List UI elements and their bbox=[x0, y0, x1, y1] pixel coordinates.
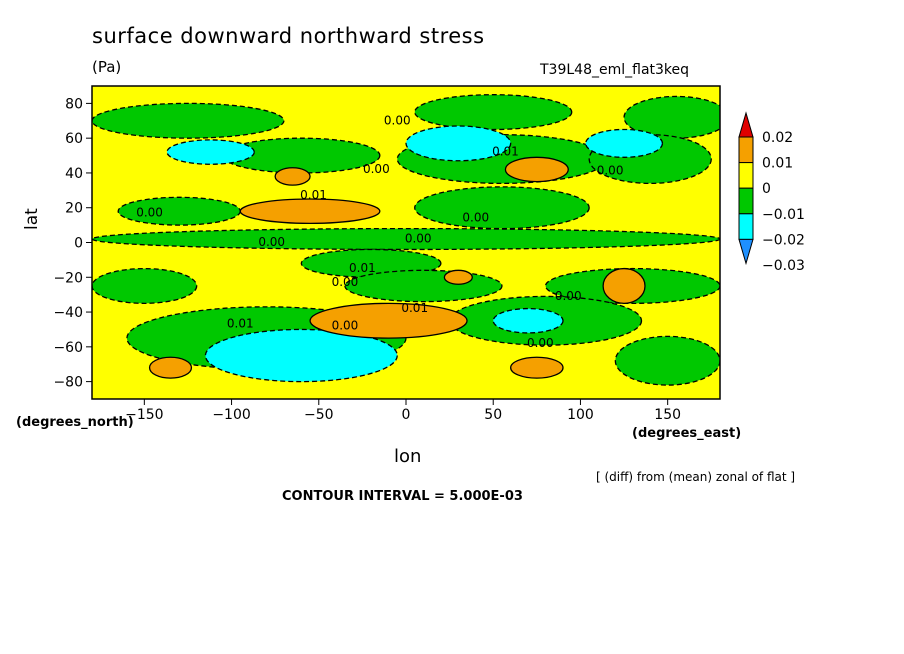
contour-region-27 bbox=[148, 356, 193, 379]
colorbar-label-1: 0.01 bbox=[762, 156, 793, 172]
contour-region-15 bbox=[614, 335, 720, 386]
contour-region-0 bbox=[92, 102, 285, 139]
y-axis-label: lat bbox=[22, 208, 42, 230]
y-units-label: (degrees_north) bbox=[16, 415, 134, 430]
colorbar-box-3 bbox=[738, 213, 754, 240]
x-axis-label: lon bbox=[394, 446, 422, 467]
contour-label-1: 0.01 bbox=[492, 145, 519, 159]
x-tick-label-4: 50 bbox=[484, 407, 502, 423]
units-label: (Pa) bbox=[92, 58, 122, 76]
contour-region-19 bbox=[204, 328, 398, 383]
y-tick-label-3: 20 bbox=[65, 201, 83, 217]
contour-region-12 bbox=[92, 267, 198, 305]
contour-label-5: 0.00 bbox=[136, 205, 163, 219]
contour-region-7 bbox=[414, 186, 590, 230]
contour-label-3: 0.00 bbox=[597, 164, 624, 178]
colorbar-bottom-arrow bbox=[738, 238, 754, 266]
y-tick-label-7: −60 bbox=[53, 340, 83, 356]
contour-region-28 bbox=[510, 356, 564, 379]
contour-region-17 bbox=[405, 125, 512, 162]
contour-region-8 bbox=[92, 227, 720, 251]
y-tick-label-0: 80 bbox=[65, 96, 83, 112]
chart-title: surface downward northward stress bbox=[92, 24, 485, 48]
contour-field: 0.000.010.00 0.000.010.00 0.000.00 0.000.01… bbox=[92, 86, 720, 399]
contour-label-15: 0.00 bbox=[527, 336, 554, 350]
colorbar-label-2: 0 bbox=[762, 181, 771, 197]
contour-region-16 bbox=[166, 139, 255, 165]
x-tick-label-0: −150 bbox=[125, 407, 163, 423]
colorbar-box-1 bbox=[738, 162, 754, 189]
contour-label-4: 0.01 bbox=[300, 188, 327, 202]
contour-label-13: 0.01 bbox=[227, 317, 254, 331]
y-tick-label-4: 0 bbox=[74, 236, 83, 252]
contour-region-25 bbox=[602, 267, 646, 305]
x-tick-label-1: −100 bbox=[212, 407, 250, 423]
contour-region-22 bbox=[504, 156, 569, 183]
contour-region-26 bbox=[309, 302, 468, 339]
contour-region-24 bbox=[443, 269, 473, 285]
run-label: T39L48_eml_flat3keq bbox=[540, 62, 690, 78]
y-tick-label-5: −20 bbox=[53, 270, 83, 286]
colorbar-label-5: −0.03 bbox=[762, 258, 805, 274]
x-tick-label-2: −50 bbox=[304, 407, 334, 423]
y-tick-label-8: −80 bbox=[53, 375, 83, 391]
y-tick-label-6: −40 bbox=[53, 305, 83, 321]
diff-note: [ (diff) from (mean) zonal of flat ] bbox=[596, 470, 796, 484]
contour-label-7: 0.00 bbox=[258, 235, 285, 249]
contour-label-10: 0.00 bbox=[332, 275, 359, 289]
y-tick-label-1: 60 bbox=[65, 131, 83, 147]
contour-region-21 bbox=[274, 167, 311, 186]
contour-label-2: 0.00 bbox=[363, 162, 390, 176]
colorbar-box-2 bbox=[738, 187, 754, 215]
contour-label-12: 0.01 bbox=[401, 301, 428, 315]
field-clip-group: 0.000.010.00 0.000.010.00 0.000.00 0.000.01… bbox=[92, 86, 720, 399]
x-tick-label-6: 150 bbox=[654, 407, 681, 423]
contour-label-9: 0.01 bbox=[349, 261, 376, 275]
contour-label-11: 0.00 bbox=[555, 289, 582, 303]
colorbar-label-0: 0.02 bbox=[762, 130, 793, 146]
contour-label-14: 0.00 bbox=[332, 318, 359, 332]
colorbar-label-4: −0.02 bbox=[762, 232, 805, 248]
contour-region-20 bbox=[492, 307, 564, 334]
y-tick-label-2: 40 bbox=[65, 166, 83, 182]
x-units-label: (degrees_east) bbox=[632, 426, 742, 441]
contour-label-6: 0.00 bbox=[462, 211, 489, 225]
x-tick-label-3: 0 bbox=[402, 407, 411, 423]
x-tick-label-5: 100 bbox=[567, 407, 594, 423]
contour-region-18 bbox=[585, 128, 664, 158]
contour-region-23 bbox=[239, 198, 381, 225]
contour-interval: CONTOUR INTERVAL = 5.000E-03 bbox=[282, 489, 523, 504]
contour-label-8: 0.00 bbox=[405, 232, 432, 246]
contour-region-1 bbox=[414, 94, 573, 131]
colorbar: 0.02 0.01 0 −0.01 −0.02 −0.03 bbox=[738, 111, 805, 274]
colorbar-label-3: −0.01 bbox=[762, 207, 805, 223]
colorbar-box-0 bbox=[738, 136, 754, 164]
contour-label-0: 0.00 bbox=[384, 113, 411, 127]
colorbar-top-arrow bbox=[738, 111, 754, 138]
axes: −150 −100 −50 0 50 100 150 80 60 40 20 0 −20 −40 −60 −8… bbox=[53, 85, 721, 423]
